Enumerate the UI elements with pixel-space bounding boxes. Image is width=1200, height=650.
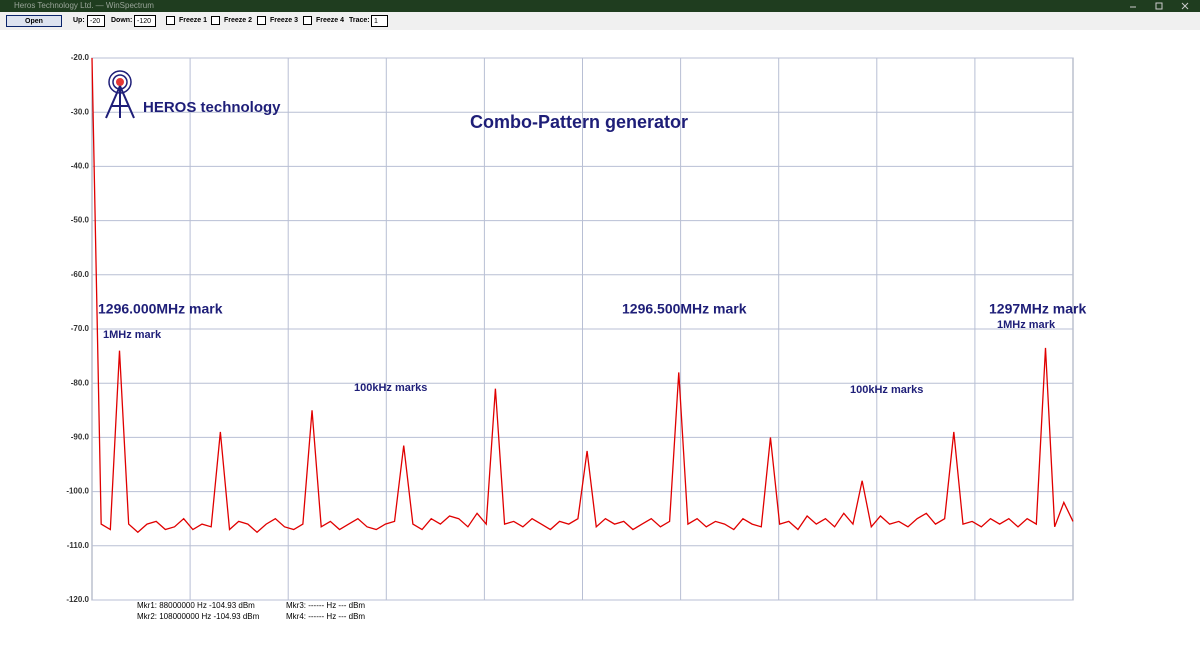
annotation: 100kHz marks bbox=[354, 382, 427, 394]
logo-text: HEROS technology bbox=[143, 99, 281, 116]
freeze-label: Freeze 4 bbox=[316, 17, 345, 24]
up-input[interactable]: -20 bbox=[87, 15, 105, 27]
freeze-1[interactable]: Freeze 1 bbox=[166, 15, 207, 27]
logo-icon bbox=[105, 70, 135, 119]
toolbar: Open Up: -20 Down: -120 Freeze 1 Freeze … bbox=[0, 12, 1200, 30]
marker-readout: Mkr3: ------ Hz --- dBm bbox=[286, 601, 365, 610]
y-tick-label: -80.0 bbox=[71, 378, 90, 387]
annotation: 100kHz marks bbox=[850, 384, 923, 396]
y-tick-label: -70.0 bbox=[71, 324, 90, 333]
marker-readout: Mkr4: ------ Hz --- dBm bbox=[286, 612, 365, 621]
y-tick-label: -90.0 bbox=[71, 433, 90, 442]
open-button[interactable]: Open bbox=[6, 15, 62, 27]
freeze-3[interactable]: Freeze 3 bbox=[257, 15, 298, 27]
annotation: 1296.500MHz mark bbox=[622, 301, 747, 317]
chart-title: Combo-Pattern generator bbox=[470, 112, 688, 132]
y-tick-label: -60.0 bbox=[71, 270, 90, 279]
annotation: 1297MHz mark bbox=[989, 301, 1086, 317]
up-label: Up: bbox=[73, 17, 85, 24]
annotation: 1MHz mark bbox=[103, 329, 162, 341]
plot-layer: -20.0 -30.0 -40.0 -50.0 -60.0 -70.0 -80.0 -90.0… bbox=[66, 53, 1086, 621]
down-input[interactable]: -120 bbox=[134, 15, 156, 27]
y-tick-label: -20.0 bbox=[71, 53, 90, 62]
y-tick-label: -40.0 bbox=[71, 162, 90, 171]
marker-readout: Mkr1: 88000000 Hz -104.93 dBm bbox=[137, 601, 255, 610]
title-bar: Heros Technology Ltd. — WinSpectrum bbox=[0, 0, 1200, 12]
y-tick-label: -110.0 bbox=[67, 541, 90, 550]
spectrum-trace bbox=[91, 57, 1074, 534]
y-tick-label: -50.0 bbox=[71, 216, 90, 225]
marker-readout: Mkr2: 108000000 Hz -104.93 dBm bbox=[137, 612, 260, 621]
freeze-label: Freeze 1 bbox=[179, 17, 208, 24]
y-tick-label: -100.0 bbox=[66, 487, 89, 496]
trace-label: Trace: bbox=[349, 17, 370, 24]
y-tick-label: -30.0 bbox=[71, 107, 90, 116]
window-title: Heros Technology Ltd. — WinSpectrum bbox=[14, 1, 154, 10]
y-tick-label: -120.0 bbox=[66, 595, 89, 604]
down-label: Down: bbox=[111, 17, 133, 24]
annotation: 1MHz mark bbox=[997, 319, 1056, 331]
freeze-4[interactable]: Freeze 4 bbox=[303, 15, 344, 27]
spectrum-chart: -20.0 -30.0 -40.0 -50.0 -60.0 -70.0 -80.0 -90.0… bbox=[66, 53, 1086, 621]
freeze-label: Freeze 2 bbox=[224, 17, 253, 24]
trace-input[interactable]: 1 bbox=[371, 15, 388, 27]
window-controls[interactable] bbox=[1120, 0, 1200, 12]
annotation: 1296.000MHz mark bbox=[98, 301, 223, 317]
freeze-2[interactable]: Freeze 2 bbox=[211, 15, 252, 27]
freeze-label: Freeze 3 bbox=[270, 17, 299, 24]
